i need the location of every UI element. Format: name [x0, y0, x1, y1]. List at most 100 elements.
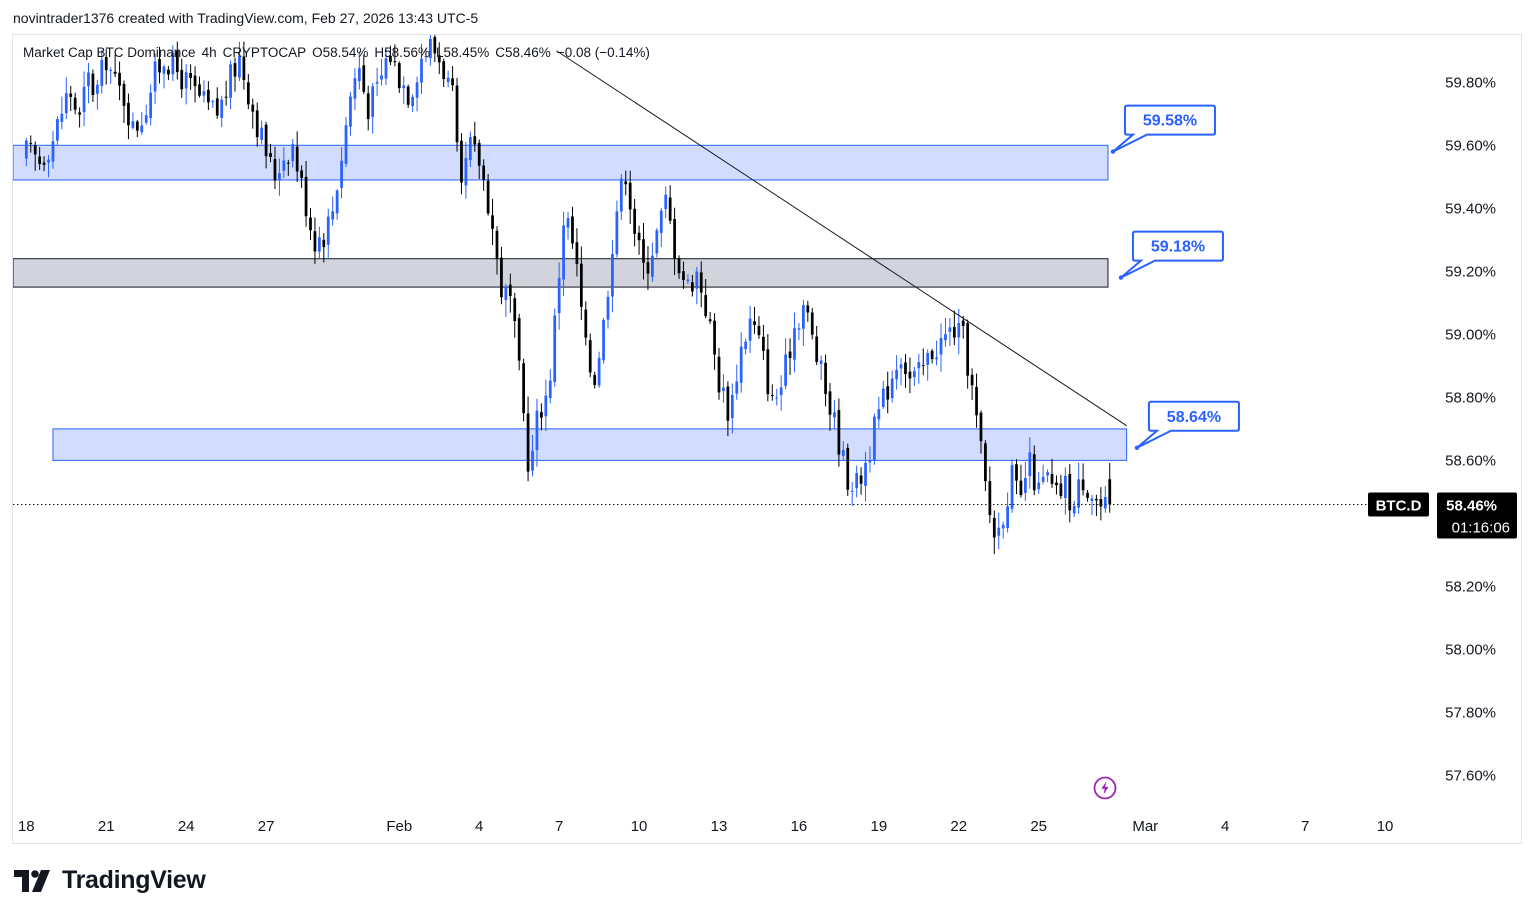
candle[interactable] [135, 119, 139, 138]
candle[interactable] [944, 317, 947, 347]
candle[interactable] [1090, 494, 1094, 516]
candle[interactable] [1072, 500, 1076, 518]
candle[interactable] [56, 116, 59, 145]
candle[interactable] [229, 60, 232, 109]
candle[interactable] [975, 373, 978, 428]
candle[interactable] [864, 451, 867, 502]
candle[interactable] [87, 62, 90, 104]
candle[interactable] [127, 93, 130, 140]
candle[interactable] [242, 41, 246, 90]
candle[interactable] [1024, 461, 1027, 501]
candle[interactable] [730, 383, 734, 434]
candle[interactable] [1099, 487, 1103, 521]
candle[interactable] [797, 322, 801, 341]
candle[interactable] [979, 410, 983, 454]
candle[interactable] [1108, 462, 1112, 513]
candle[interactable] [957, 308, 961, 355]
candle[interactable] [646, 246, 650, 290]
candle[interactable] [198, 76, 201, 98]
candle[interactable] [762, 324, 765, 361]
candle[interactable] [1095, 494, 1098, 516]
candle[interactable] [322, 233, 326, 263]
candle[interactable] [295, 131, 299, 183]
candle[interactable] [397, 61, 401, 93]
candle[interactable] [682, 261, 685, 289]
candle[interactable] [548, 369, 552, 404]
candle[interactable] [255, 102, 259, 147]
candle[interactable] [895, 355, 898, 390]
candle[interactable] [690, 274, 694, 297]
candle[interactable] [1068, 463, 1072, 523]
candle[interactable] [970, 368, 974, 400]
candle[interactable] [38, 147, 42, 170]
candle[interactable] [930, 348, 934, 364]
candle[interactable] [1086, 490, 1089, 502]
candle[interactable] [193, 66, 197, 103]
candle[interactable] [153, 53, 157, 104]
descending-trendline[interactable] [556, 50, 1127, 427]
candle[interactable] [211, 99, 215, 108]
candle[interactable] [704, 279, 708, 319]
candle[interactable] [140, 112, 144, 136]
candle[interactable] [877, 396, 881, 428]
price-callout[interactable]: 59.18% [1118, 230, 1224, 280]
candle[interactable] [1037, 471, 1041, 494]
candle[interactable] [1015, 459, 1018, 495]
candle[interactable] [282, 147, 286, 179]
candle[interactable] [824, 354, 827, 407]
candle[interactable] [51, 130, 55, 169]
candle[interactable] [149, 84, 153, 126]
candle[interactable] [748, 305, 752, 354]
candle[interactable] [220, 95, 224, 128]
candle[interactable] [113, 54, 117, 77]
candle[interactable] [278, 158, 281, 196]
candle[interactable] [757, 316, 761, 339]
candle[interactable] [42, 156, 46, 172]
candle[interactable] [855, 465, 859, 498]
candle[interactable] [64, 77, 68, 120]
candle[interactable] [655, 227, 659, 258]
candle[interactable] [33, 141, 37, 171]
candle[interactable] [269, 143, 272, 163]
candle[interactable] [1032, 445, 1036, 496]
candle[interactable] [575, 228, 579, 277]
candle[interactable] [468, 131, 472, 167]
candle[interactable] [828, 383, 832, 431]
candle[interactable] [939, 323, 943, 372]
candle[interactable] [451, 66, 454, 92]
candle[interactable] [420, 43, 423, 94]
candle[interactable] [122, 80, 126, 123]
candle[interactable] [788, 338, 792, 375]
candle[interactable] [699, 261, 703, 308]
candle[interactable] [429, 28, 432, 66]
candle[interactable] [273, 146, 277, 190]
price-callout[interactable]: 58.64% [1134, 400, 1240, 450]
candle[interactable] [477, 139, 481, 180]
candle[interactable] [331, 196, 335, 226]
candle[interactable] [508, 273, 512, 313]
candle[interactable] [744, 338, 748, 355]
candle[interactable] [873, 413, 876, 465]
candle[interactable] [912, 366, 916, 386]
candle[interactable] [357, 51, 361, 90]
candle[interactable] [833, 400, 836, 429]
candle[interactable] [206, 81, 210, 111]
candle[interactable] [82, 71, 86, 127]
candle[interactable] [637, 225, 641, 255]
candle[interactable] [1103, 486, 1107, 513]
candle[interactable] [526, 396, 530, 482]
candle[interactable] [775, 388, 779, 406]
candle[interactable] [602, 318, 605, 364]
candle[interactable] [184, 64, 188, 105]
candle[interactable] [144, 104, 148, 125]
candle[interactable] [837, 398, 841, 467]
candle[interactable] [300, 165, 303, 188]
candle[interactable] [344, 116, 348, 168]
candle[interactable] [584, 301, 588, 346]
candle[interactable] [264, 121, 268, 169]
candle[interactable] [619, 173, 623, 220]
candle[interactable] [100, 49, 104, 94]
candle[interactable] [500, 246, 503, 305]
candle[interactable] [353, 68, 357, 110]
